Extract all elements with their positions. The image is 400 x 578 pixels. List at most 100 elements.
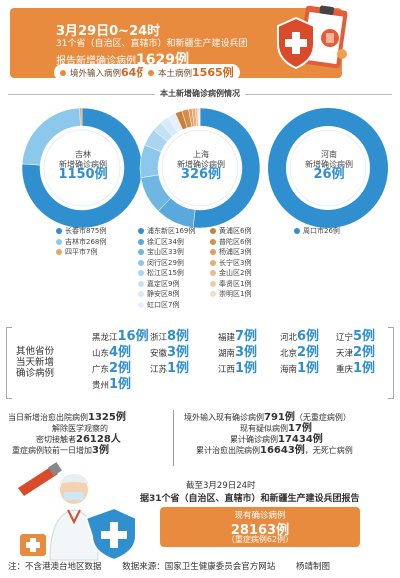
shanghai-legend-item: 普陀区6例 — [210, 237, 251, 248]
stat-total-cured-value: 16643例 — [260, 445, 305, 456]
province-item: 福建7例 — [218, 329, 258, 344]
province-value: 1例 — [297, 361, 320, 376]
stat-suspected-label: 现有疑似病例 — [240, 424, 288, 433]
province-value: 1例 — [167, 361, 190, 376]
shanghai-value: 326例 — [180, 167, 222, 182]
province-value: 5例 — [353, 329, 376, 344]
province-item: 辽宁5例 — [336, 329, 376, 344]
footer-author: 杨靖制图 — [295, 562, 330, 572]
shanghai-legend-item: 奉贤区1例 — [210, 279, 251, 290]
shanghai-legend-item: 虹口区7例 — [138, 300, 195, 311]
province-item: 贵州1例 — [92, 378, 131, 392]
bottom-date-line: 截至3月29日24时 — [186, 481, 256, 491]
shanghai-legend-item: 闵行区29例 — [138, 258, 195, 269]
henan-legend: 周口市26例 — [294, 226, 340, 237]
province-label-line-3: 确诊病例 — [16, 368, 55, 379]
province-value: 6例 — [297, 329, 320, 344]
stat-released-line1: 解除医学观察的 — [52, 423, 108, 434]
current-confirmed-value: 28163例 — [230, 523, 290, 538]
province-name: 辽宁 — [336, 333, 354, 343]
jilin-legend-item: 四平市7例 — [56, 247, 106, 258]
province-name: 重庆 — [336, 365, 354, 375]
stat-released-label: 解除医学观察的 — [52, 424, 108, 433]
local-pill: 本土病例1565例 — [142, 64, 240, 81]
current-severe-note: （重症病例62例） — [226, 535, 294, 544]
stat-cured-label: 当日新增治愈出院病例 — [8, 413, 88, 422]
province-value: 16例 — [117, 329, 149, 344]
province-label-line-1: 其他省份 — [16, 346, 55, 357]
stat-severe-delta-value: 3例 — [92, 445, 109, 456]
province-name: 山东 — [92, 349, 110, 359]
shanghai-legend-a: 浦东新区169例 徐汇区34例 宝山区33例 闵行区29例 松江区15例 嘉定区9例 静安区… — [138, 226, 195, 310]
imported-value: 64例 — [121, 66, 148, 79]
shanghai-legend-b: 黄浦区6例 普陀区6例 杨浦区3例 长宁区3例 金山区2例 奉贤区1例 崇明区1例 — [210, 226, 251, 300]
province-name: 福建 — [218, 333, 236, 343]
jilin-legend-item: 吉林市268例 — [56, 237, 106, 248]
henan-label: 新增确诊病例 — [305, 160, 353, 169]
province-value: 8例 — [167, 329, 190, 344]
stat-severe-delta: 重症病例较前一日增加3例 — [12, 445, 109, 456]
stat-imported-current: 境外输入现有确诊病例791例（无重症病例） — [184, 412, 351, 423]
stat-suspected: 现有疑似病例17例 — [240, 423, 312, 434]
header-total-prefix: 报告新增确诊病例 — [56, 56, 136, 67]
province-name: 江西 — [218, 365, 236, 375]
footer-note: 注：不含港澳台地区数据 — [8, 562, 102, 572]
province-name: 天津 — [336, 349, 354, 359]
clipboard-illustration-icon — [277, 5, 348, 70]
jilin-donut-label: 吉林 新增确诊病例 1150例 — [38, 150, 128, 181]
province-name: 河北 — [280, 333, 298, 343]
henan-name: 河南 — [321, 150, 337, 159]
shanghai-legend-item: 嘉定区9例 — [138, 279, 195, 290]
stat-total-confirmed: 累计确诊病例17434例 — [230, 434, 323, 445]
shanghai-legend-item: 松江区15例 — [138, 268, 195, 279]
local-section-title-text: 本土新增确诊病例情况 — [155, 89, 245, 98]
jilin-label: 新增确诊病例 — [59, 160, 107, 169]
current-confirmed-box — [160, 507, 360, 547]
henan-donut-label: 河南 新增确诊病例 26例 — [284, 150, 374, 181]
stat-total-cured-suffix: ，无死亡病例 — [304, 446, 353, 455]
stat-imported-current-value: 791例 — [264, 412, 295, 423]
shanghai-donut-label: 上海 新增确诊病例 326例 — [156, 150, 246, 182]
province-item: 黑龙江16例 — [92, 329, 149, 344]
shanghai-legend-item: 徐汇区34例 — [138, 237, 195, 248]
stat-imported-current-label: 境外输入现有确诊病例 — [184, 413, 264, 422]
province-bracket-left — [6, 327, 12, 399]
shanghai-legend-item: 长宁区3例 — [210, 258, 251, 269]
province-item: 重庆1例 — [336, 361, 376, 376]
imported-pill: 境外输入病例64例 — [54, 64, 154, 81]
province-item: 海南1例 — [280, 361, 320, 376]
province-item: 天津2例 — [336, 346, 375, 360]
stat-imported-current-suffix: （无重症病例） — [294, 413, 351, 422]
province-item: 湖南3例 — [218, 346, 257, 360]
province-item: 江苏1例 — [150, 361, 190, 376]
province-value: 2例 — [109, 361, 132, 376]
shanghai-donut-ring-segment — [198, 107, 201, 127]
province-name: 湖南 — [218, 349, 236, 359]
shanghai-legend-item: 宝山区33例 — [138, 247, 195, 258]
province-item: 北京2例 — [280, 346, 319, 360]
stats-divider — [173, 410, 174, 466]
province-name: 北京 — [280, 349, 298, 359]
province-value: 4例 — [109, 345, 132, 360]
province-label-line-2: 当天新增 — [16, 357, 55, 368]
province-item: 浙江8例 — [150, 329, 190, 344]
province-name: 广东 — [92, 365, 110, 375]
stat-total-cured-label: 累计治愈出院病例 — [196, 446, 260, 455]
header-region-line: 31个省（自治区、直辖市）和新疆生产建设兵团 — [56, 39, 248, 49]
province-value: 1例 — [235, 361, 258, 376]
doctor-illustration-icon — [18, 462, 137, 562]
shanghai-name: 上海 — [193, 150, 209, 159]
shanghai-donut-ring-center — [161, 129, 239, 207]
shanghai-legend-item: 静安区8例 — [138, 289, 195, 300]
province-value: 7例 — [235, 329, 258, 344]
stat-contacts-label: 密切接触者 — [36, 435, 76, 444]
header-date: 3月29日0~24时 — [56, 24, 161, 39]
jilin-legend: 长春市875例 吉林市268例 四平市7例 — [56, 226, 106, 258]
stat-severe-delta-label: 重症病例较前一日增加 — [12, 446, 92, 455]
province-name: 安徽 — [150, 349, 168, 359]
shanghai-legend-item: 金山区2例 — [210, 268, 251, 279]
stat-cured: 当日新增治愈出院病例1325例 — [8, 412, 126, 423]
stat-total-confirmed-value: 17434例 — [278, 434, 323, 445]
province-name: 江苏 — [150, 365, 168, 375]
province-value: 1例 — [353, 361, 376, 376]
